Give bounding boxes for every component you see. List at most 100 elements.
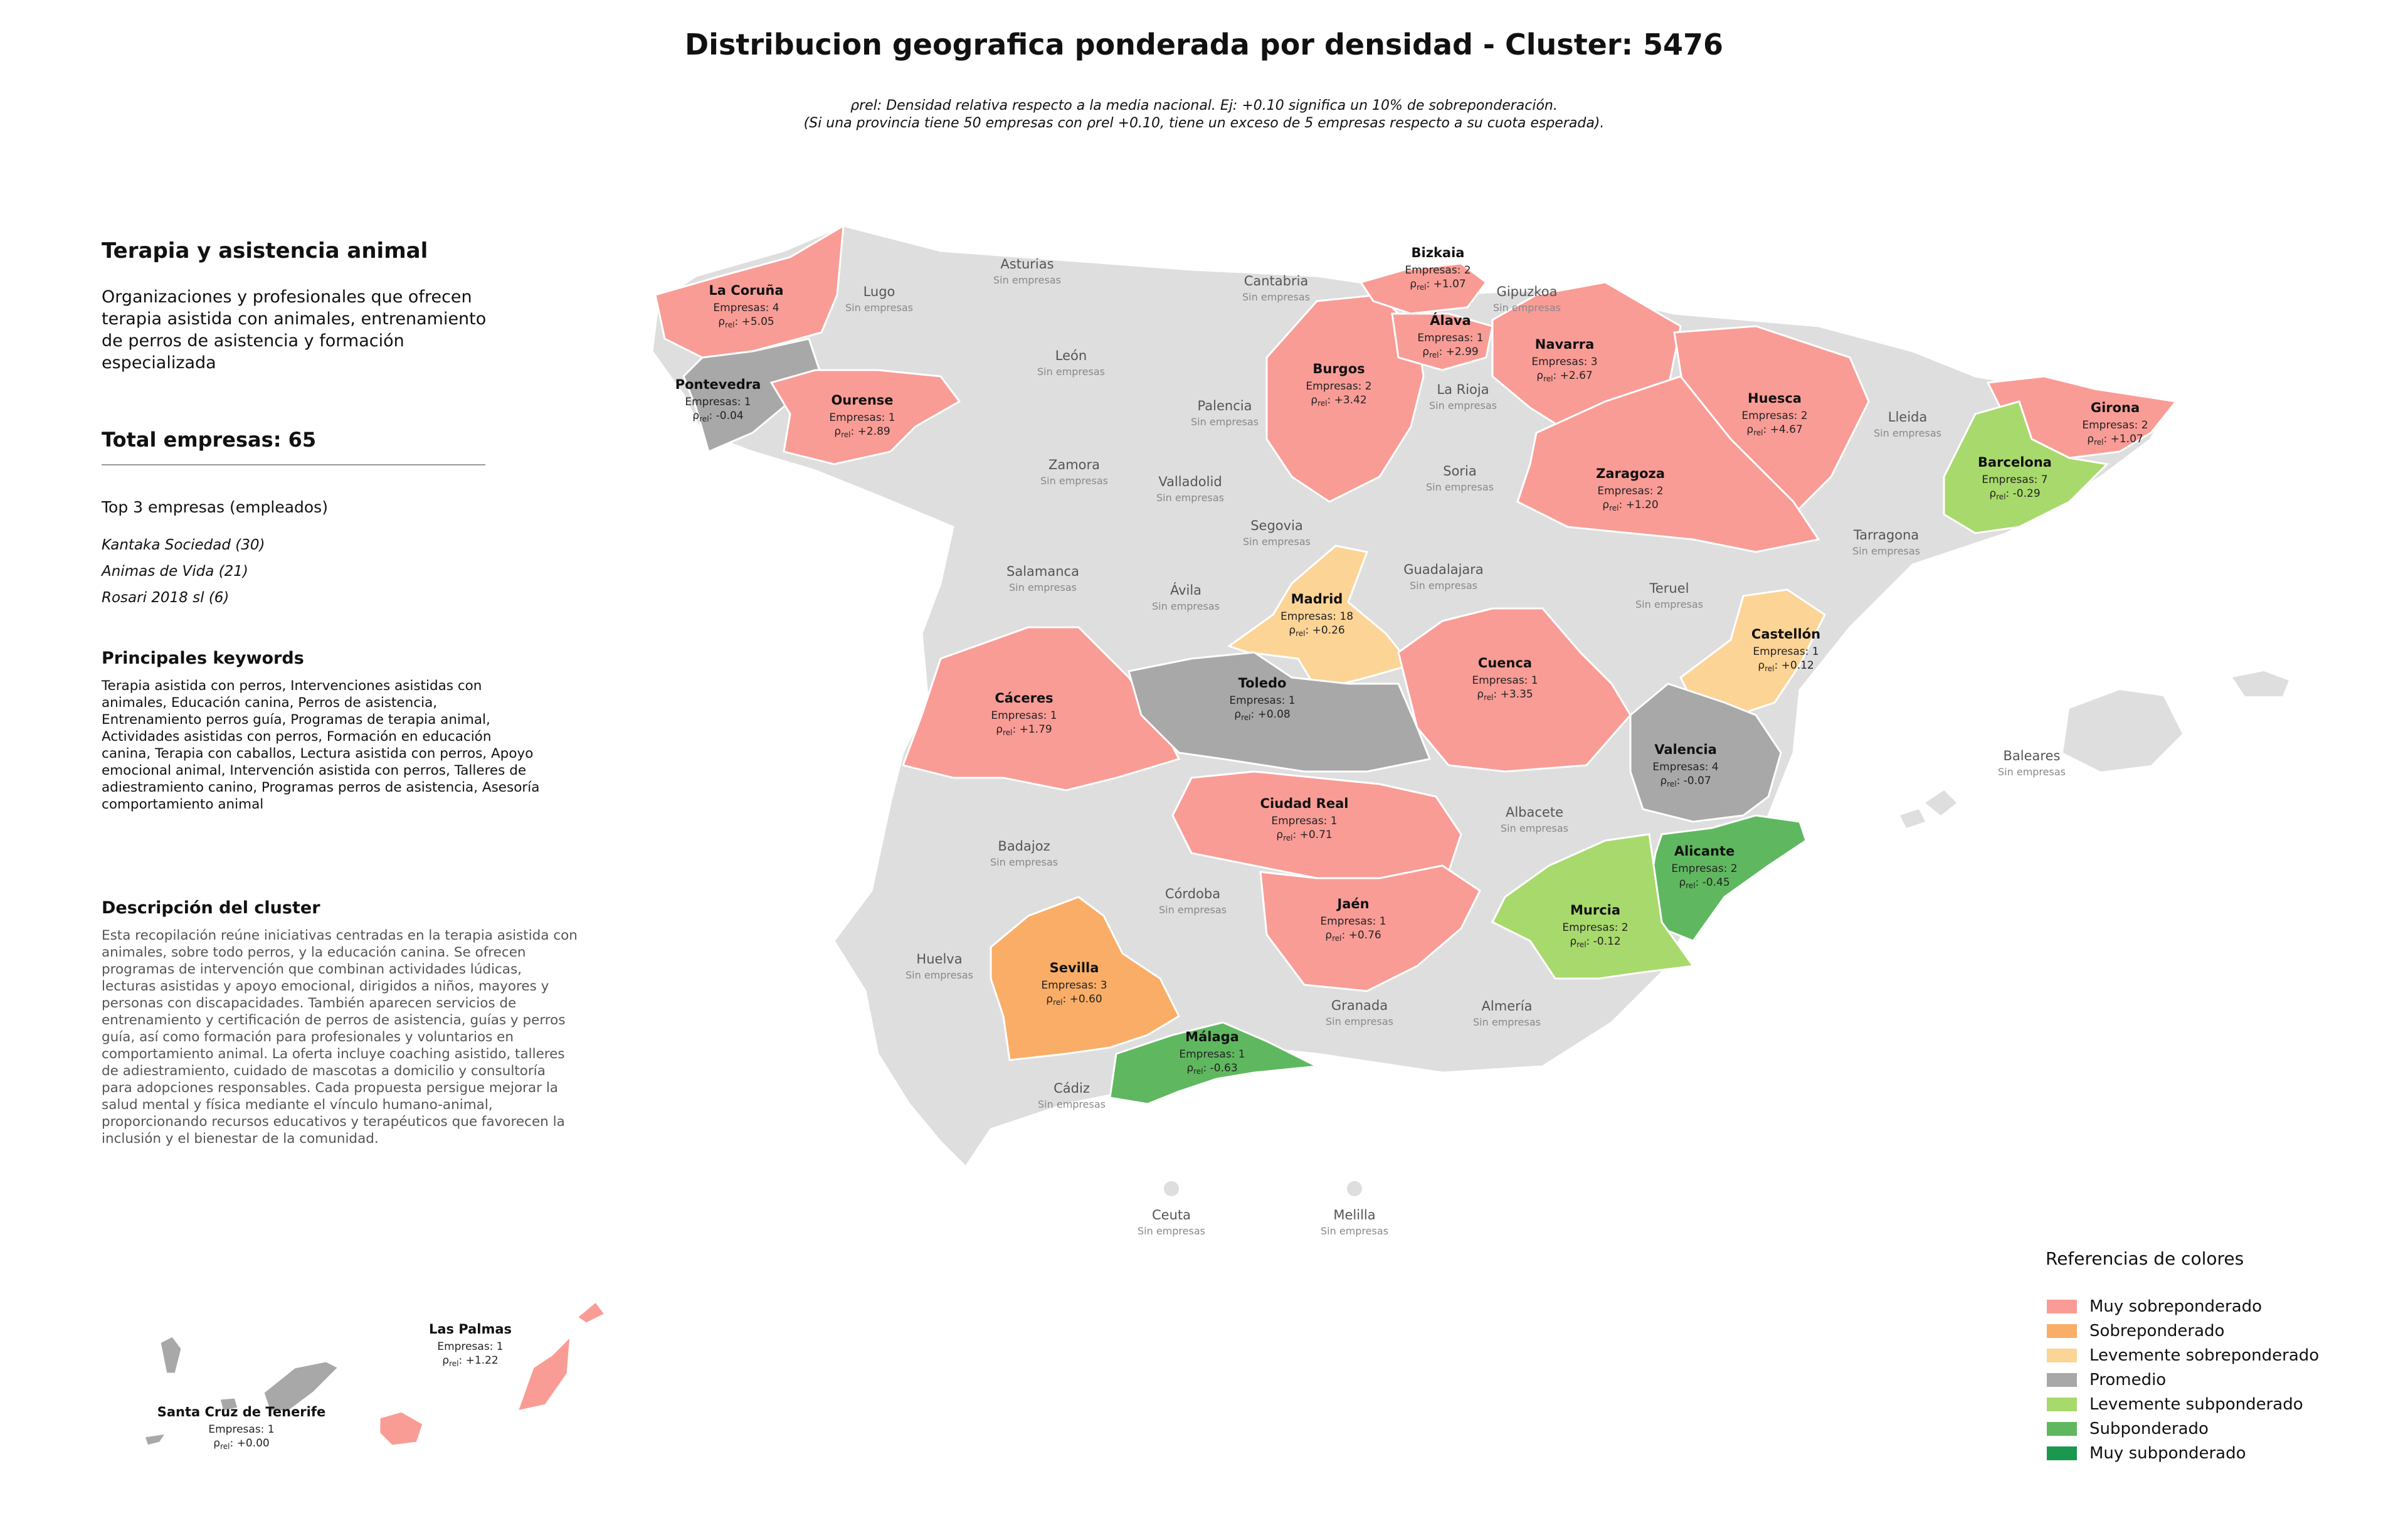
ceuta-shape bbox=[1164, 1181, 1179, 1196]
province-name-label: León bbox=[1055, 348, 1087, 363]
no-data-label: Sin empresas bbox=[1138, 1225, 1205, 1237]
province-malaga[interactable] bbox=[1109, 1021, 1321, 1105]
province-name-label: Jaén bbox=[1336, 896, 1369, 911]
province-rho-label: ρrel: +1.07 bbox=[1410, 278, 1465, 292]
province-name-label: Cáceres bbox=[995, 691, 1053, 706]
no-data-label: Sin empresas bbox=[1410, 580, 1477, 592]
province-la-coruna[interactable] bbox=[654, 224, 845, 359]
province-rho-label: ρrel: +5.05 bbox=[718, 316, 774, 329]
province-name-label: Bizkaia bbox=[1412, 245, 1465, 260]
province-bizkaia[interactable] bbox=[1359, 262, 1488, 315]
province-name-label: Cádiz bbox=[1054, 1081, 1090, 1096]
province-count-label: Empresas: 1 bbox=[437, 1340, 503, 1353]
province-name-label: La Coruña bbox=[709, 283, 783, 298]
province-name-label: Palencia bbox=[1198, 398, 1252, 413]
province-name-label: Murcia bbox=[1570, 903, 1620, 918]
province-name-label: Huesca bbox=[1748, 391, 1802, 406]
province-count-label: Empresas: 2 bbox=[1562, 921, 1628, 934]
top-company-3: Rosari 2018 sl (6) bbox=[102, 590, 230, 606]
province-alava[interactable] bbox=[1391, 312, 1494, 371]
province-caceres[interactable] bbox=[902, 626, 1181, 792]
legend-label: Muy subponderado bbox=[2089, 1444, 2246, 1463]
province-rho-label: ρrel: +2.67 bbox=[1536, 369, 1592, 383]
legend-label: Muy sobreponderado bbox=[2089, 1297, 2263, 1316]
province-name-label: Álava bbox=[1430, 312, 1471, 328]
legend-swatch bbox=[2047, 1349, 2077, 1362]
province-name-label: Alicante bbox=[1674, 844, 1735, 859]
province-name-label: Navarra bbox=[1535, 337, 1595, 352]
legend-item: Muy subponderado bbox=[2047, 1444, 2246, 1463]
province-rho-label: ρrel: +4.67 bbox=[1746, 423, 1802, 437]
legend-swatch bbox=[2047, 1398, 2077, 1411]
province-murcia[interactable] bbox=[1491, 833, 1695, 980]
province-name-label: Huelva bbox=[916, 952, 962, 967]
province-count-label: Empresas: 2 bbox=[1671, 862, 1737, 875]
top-company-2: Animas de Vida (21) bbox=[102, 563, 248, 580]
no-data-label: Sin empresas bbox=[1429, 400, 1497, 411]
province-rho-label: ρrel: +0.60 bbox=[1046, 993, 1102, 1007]
province-las-palmas[interactable] bbox=[378, 1300, 607, 1447]
province-rho-label: ρrel: +1.20 bbox=[1602, 499, 1658, 512]
legend-swatch bbox=[2047, 1324, 2077, 1338]
no-data-label: Sin empresas bbox=[1191, 416, 1259, 428]
province-name-label: La Rioja bbox=[1437, 382, 1489, 397]
province-count-label: Empresas: 1 bbox=[1229, 694, 1295, 707]
description-text: Esta recopilación reúne iniciativas cent… bbox=[102, 928, 578, 1147]
province-count-label: Empresas: 2 bbox=[1405, 264, 1471, 277]
legend-label: Levemente sobreponderado bbox=[2089, 1346, 2320, 1365]
province-rho-label: ρrel: -0.45 bbox=[1679, 876, 1729, 890]
legend-label: Sobreponderado bbox=[2089, 1322, 2225, 1340]
province-toledo[interactable] bbox=[1127, 651, 1432, 773]
province-name-label: Soria bbox=[1443, 464, 1477, 479]
province-rho-label: ρrel: +0.71 bbox=[1276, 829, 1332, 842]
no-data-label: Sin empresas bbox=[1493, 302, 1561, 314]
province-valencia[interactable] bbox=[1629, 682, 1782, 823]
province-rho-label: ρrel: +2.99 bbox=[1422, 346, 1478, 359]
no-data-label: Sin empresas bbox=[993, 274, 1061, 286]
province-rho-label: ρrel: +1.22 bbox=[442, 1354, 498, 1368]
legend-item: Muy sobreponderado bbox=[2047, 1297, 2262, 1316]
province-sevilla[interactable] bbox=[990, 896, 1180, 1061]
province-ourense[interactable] bbox=[769, 369, 961, 465]
keywords-text: Terapia asistida con perros, Intervencio… bbox=[102, 678, 540, 812]
province-burgos[interactable] bbox=[1265, 294, 1425, 503]
no-data-label: Sin empresas bbox=[1874, 427, 1941, 439]
province-name-label: Tarragona bbox=[1853, 528, 1919, 543]
province-zaragoza[interactable] bbox=[1516, 375, 1820, 553]
province-name-label: Pontevedra bbox=[675, 377, 761, 392]
province-jaen[interactable] bbox=[1259, 864, 1481, 992]
province-barcelona[interactable] bbox=[1943, 400, 2110, 534]
province-rho-label: ρrel: +0.08 bbox=[1234, 708, 1290, 722]
no-data-label: Sin empresas bbox=[1243, 536, 1311, 548]
province-rho-label: ρrel: +0.12 bbox=[1758, 659, 1814, 673]
province-madrid[interactable] bbox=[1227, 544, 1413, 691]
no-data-label: Sin empresas bbox=[1040, 475, 1108, 487]
province-name-label: Girona bbox=[2091, 400, 2140, 415]
density-note-line2: (Si una provincia tiene 50 empresas con … bbox=[803, 115, 1605, 131]
no-data-label: Sin empresas bbox=[1998, 766, 2066, 778]
no-data-label: Sin empresas bbox=[1501, 822, 1568, 834]
province-count-label: Empresas: 2 bbox=[1741, 410, 1807, 422]
no-data-label: Sin empresas bbox=[1242, 291, 1310, 303]
no-data-label: Sin empresas bbox=[1852, 545, 1920, 557]
density-note-line1: ρrel: Densidad relativa respecto a la me… bbox=[850, 98, 1558, 114]
baleares-islands bbox=[1900, 671, 2289, 828]
province-name-label: Lleida bbox=[1888, 410, 1928, 425]
no-data-label: Sin empresas bbox=[1152, 600, 1220, 612]
province-castellon[interactable] bbox=[1679, 588, 1826, 716]
province-santa-cruz-de-tenerife[interactable] bbox=[143, 1335, 341, 1447]
description-title: Descripción del cluster bbox=[102, 898, 320, 918]
province-name-label: Málaga bbox=[1185, 1029, 1239, 1044]
province-pontevedra[interactable] bbox=[682, 337, 823, 454]
province-rho-label: ρrel: -0.29 bbox=[1989, 487, 2040, 501]
province-rho-label: ρrel: +2.89 bbox=[834, 425, 890, 439]
province-name-label: Almería bbox=[1482, 999, 1533, 1014]
no-data-label: Sin empresas bbox=[1038, 1098, 1106, 1110]
province-name-label: Zaragoza bbox=[1596, 466, 1665, 481]
no-data-label: Sin empresas bbox=[1326, 1016, 1393, 1027]
province-count-label: Empresas: 1 bbox=[1472, 674, 1538, 687]
province-rho-label: ρrel: +0.00 bbox=[213, 1437, 269, 1451]
top3-title: Top 3 empresas (empleados) bbox=[102, 498, 328, 516]
province-count-label: Empresas: 18 bbox=[1281, 610, 1353, 623]
province-name-label: Ourense bbox=[831, 393, 893, 408]
